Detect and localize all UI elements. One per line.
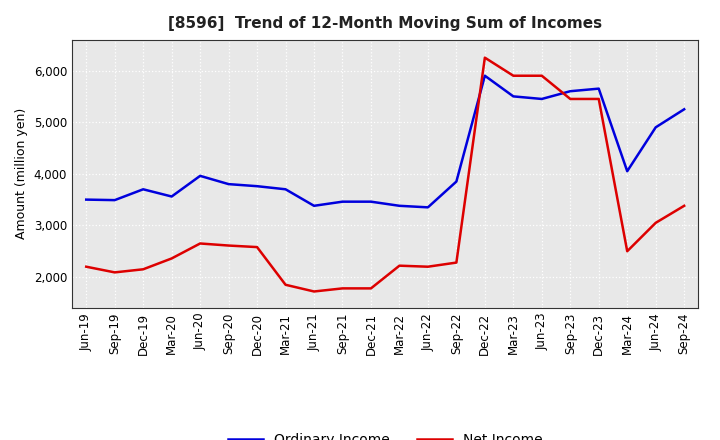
- Ordinary Income: [537, 96, 546, 102]
- Title: [8596]  Trend of 12-Month Moving Sum of Incomes: [8596] Trend of 12-Month Moving Sum of I…: [168, 16, 602, 32]
- Net Income: [623, 249, 631, 254]
- Net Income: [680, 203, 688, 209]
- Net Income: [225, 243, 233, 248]
- Net Income: [310, 289, 318, 294]
- Net Income: [480, 55, 489, 60]
- Ordinary Income: [480, 73, 489, 78]
- Ordinary Income: [110, 198, 119, 203]
- Net Income: [139, 267, 148, 272]
- Net Income: [338, 286, 347, 291]
- Ordinary Income: [423, 205, 432, 210]
- Ordinary Income: [509, 94, 518, 99]
- Ordinary Income: [253, 183, 261, 189]
- Net Income: [82, 264, 91, 269]
- Y-axis label: Amount (million yen): Amount (million yen): [15, 108, 28, 239]
- Net Income: [595, 96, 603, 102]
- Ordinary Income: [595, 86, 603, 91]
- Net Income: [366, 286, 375, 291]
- Net Income: [652, 220, 660, 225]
- Net Income: [509, 73, 518, 78]
- Net Income: [282, 282, 290, 287]
- Net Income: [253, 245, 261, 250]
- Ordinary Income: [196, 173, 204, 179]
- Ordinary Income: [338, 199, 347, 204]
- Line: Net Income: Net Income: [86, 58, 684, 291]
- Ordinary Income: [167, 194, 176, 199]
- Ordinary Income: [395, 203, 404, 209]
- Ordinary Income: [282, 187, 290, 192]
- Net Income: [537, 73, 546, 78]
- Line: Ordinary Income: Ordinary Income: [86, 76, 684, 207]
- Net Income: [110, 270, 119, 275]
- Net Income: [452, 260, 461, 265]
- Net Income: [395, 263, 404, 268]
- Ordinary Income: [452, 179, 461, 184]
- Net Income: [196, 241, 204, 246]
- Ordinary Income: [680, 106, 688, 112]
- Ordinary Income: [623, 169, 631, 174]
- Ordinary Income: [366, 199, 375, 204]
- Net Income: [167, 256, 176, 261]
- Net Income: [566, 96, 575, 102]
- Ordinary Income: [566, 88, 575, 94]
- Ordinary Income: [652, 125, 660, 130]
- Legend: Ordinary Income, Net Income: Ordinary Income, Net Income: [222, 428, 548, 440]
- Ordinary Income: [82, 197, 91, 202]
- Ordinary Income: [139, 187, 148, 192]
- Ordinary Income: [225, 181, 233, 187]
- Net Income: [423, 264, 432, 269]
- Ordinary Income: [310, 203, 318, 209]
